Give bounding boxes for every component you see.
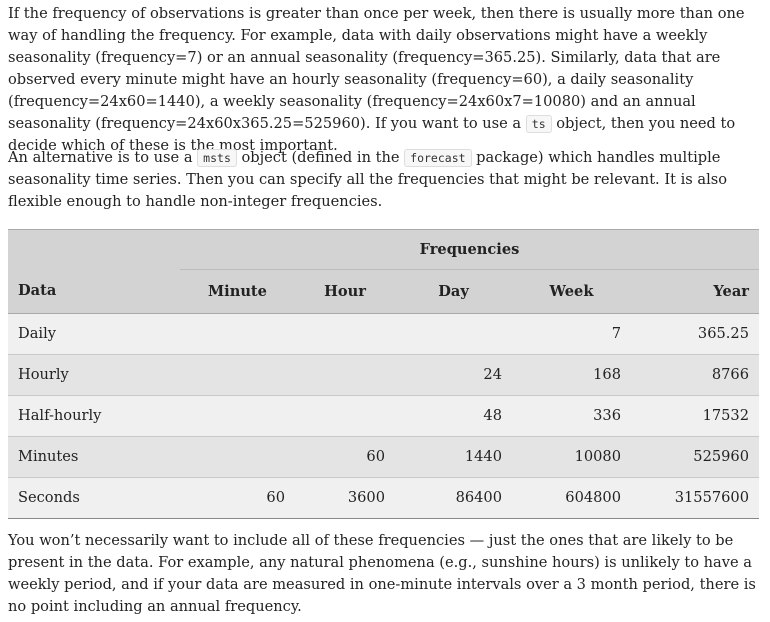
- table-cell: [295, 354, 395, 396]
- table-cell: [180, 313, 295, 355]
- table-cell: [180, 354, 295, 396]
- table-cell: 8766: [631, 354, 759, 396]
- column-header-day: Day: [395, 269, 512, 314]
- paragraph-text: package) which handles multiple seasonal…: [8, 149, 728, 210]
- table-cell: Minutes: [8, 436, 180, 478]
- table-group-header-row: Frequencies: [8, 229, 759, 270]
- table-cell: 60: [180, 477, 295, 519]
- frequencies-group-header: Frequencies: [180, 229, 759, 270]
- table-cell: 24: [395, 354, 512, 396]
- table-cell: [295, 395, 395, 437]
- table-cell: 604800: [512, 477, 631, 519]
- inline-code-forecast: forecast: [404, 149, 472, 167]
- paragraph-frequency-intro: If the frequency of observations is grea…: [8, 3, 764, 157]
- table-cell: 7: [512, 313, 631, 355]
- table-row: Half-hourly 48 336 17532: [8, 395, 759, 437]
- paragraph-text: An alternative is to use a: [8, 149, 198, 166]
- table-group-spacer: [8, 229, 180, 270]
- column-header-minute: Minute: [180, 269, 295, 314]
- table-cell: 86400: [395, 477, 512, 519]
- table-cell: 48: [395, 395, 512, 437]
- paragraph-frequency-advice: You won’t necessarily want to include al…: [8, 530, 764, 618]
- paragraph-text: You won’t necessarily want to include al…: [8, 532, 756, 615]
- table-cell: 31557600: [631, 477, 759, 519]
- table-cell: 60: [295, 436, 395, 478]
- table-cell: 1440: [395, 436, 512, 478]
- table-cell: 336: [512, 395, 631, 437]
- table-cell: 525960: [631, 436, 759, 478]
- column-header-week: Week: [512, 269, 631, 314]
- table-row: Minutes 60 1440 10080 525960: [8, 436, 759, 478]
- table-cell: [395, 313, 512, 355]
- table-cell: Seconds: [8, 477, 180, 519]
- table-column-header-row: Data Minute Hour Day Week Year: [8, 269, 759, 314]
- table-cell: Half-hourly: [8, 395, 180, 437]
- column-header-year: Year: [631, 269, 759, 314]
- frequencies-table: Frequencies Data Minute Hour Day Week Ye…: [8, 229, 759, 519]
- table-cell: [180, 395, 295, 437]
- table-cell: 17532: [631, 395, 759, 437]
- table-cell: Daily: [8, 313, 180, 355]
- table-cell: [180, 436, 295, 478]
- inline-code-ts: ts: [525, 115, 552, 133]
- paragraph-text: object, then you need to decide which of…: [8, 115, 736, 154]
- column-header-hour: Hour: [295, 269, 395, 314]
- table-cell: 365.25: [631, 313, 759, 355]
- table-row: Seconds 60 3600 86400 604800 31557600: [8, 477, 759, 519]
- paragraph-text: object (defined in the: [236, 149, 405, 166]
- inline-code-msts: msts: [197, 149, 237, 167]
- table-cell: Hourly: [8, 354, 180, 396]
- paragraph-text: If the frequency of observations is grea…: [8, 5, 745, 132]
- table-row: Hourly 24 168 8766: [8, 354, 759, 396]
- table-cell: [295, 313, 395, 355]
- table-row: Daily 7 365.25: [8, 313, 759, 355]
- table-cell: 3600: [295, 477, 395, 519]
- table-cell: 168: [512, 354, 631, 396]
- paragraph-msts-alternative: An alternative is to use a msts object (…: [8, 147, 764, 213]
- table-cell: 10080: [512, 436, 631, 478]
- column-header-data: Data: [8, 269, 180, 314]
